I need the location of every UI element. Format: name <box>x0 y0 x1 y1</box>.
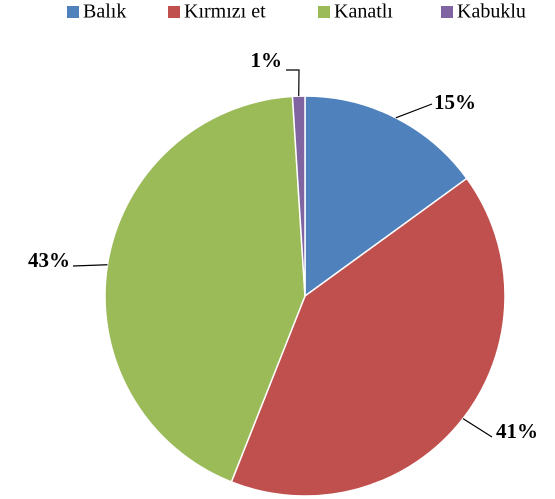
legend-swatch <box>168 6 180 18</box>
data-label: 1% <box>251 48 283 72</box>
legend-label: Kabuklu <box>457 1 526 23</box>
leader-line <box>286 69 300 97</box>
data-label: 41% <box>496 419 538 443</box>
legend-swatch <box>318 6 330 18</box>
leader-line <box>72 264 108 267</box>
pie-slice <box>291 95 306 297</box>
legend-label: Kırmızı et <box>184 1 266 23</box>
legend-swatch <box>67 6 79 18</box>
legend-swatch <box>441 6 453 18</box>
leader-line <box>395 103 433 119</box>
data-label: 43% <box>28 248 70 272</box>
pie-slice <box>104 95 306 483</box>
pie-slice <box>230 177 506 497</box>
pie-slice <box>304 95 468 298</box>
legend-label: Kanatlı <box>334 1 393 23</box>
legend-label: Balık <box>83 1 126 23</box>
data-label: 15% <box>434 90 476 114</box>
leader-line <box>462 418 493 438</box>
